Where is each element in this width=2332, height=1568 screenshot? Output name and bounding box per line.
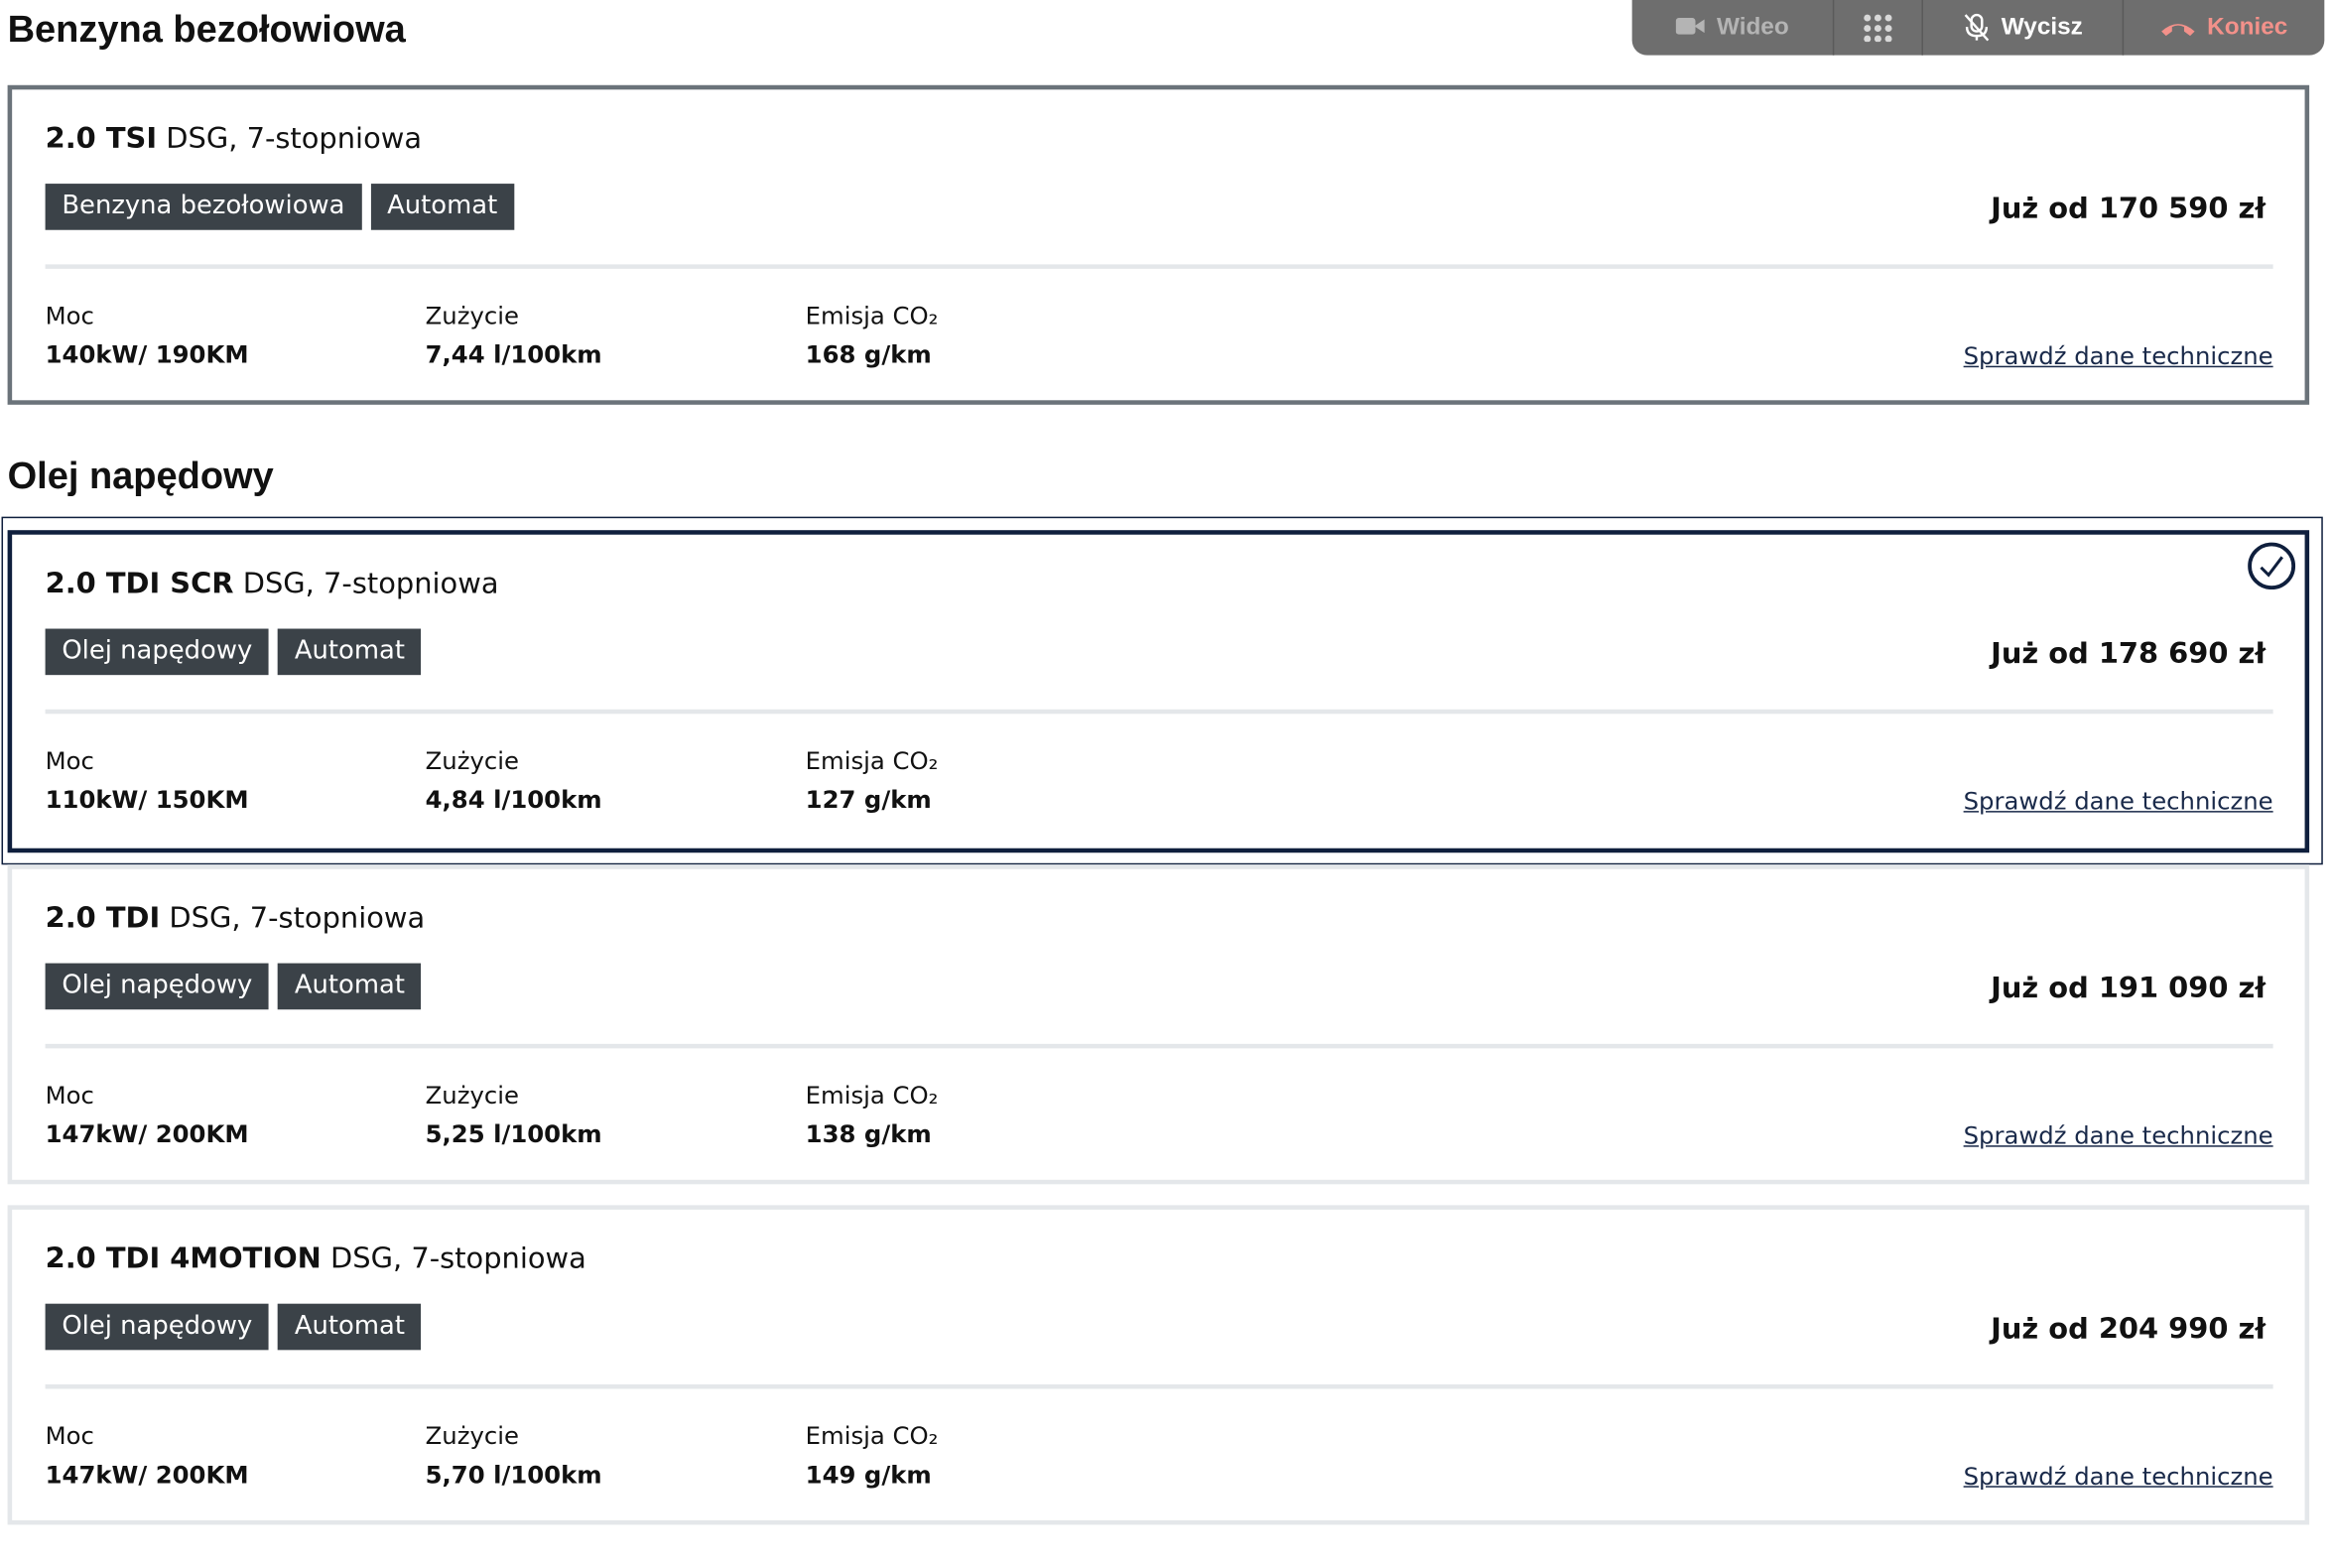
tech-data-link[interactable]: Sprawdź dane techniczne <box>1963 341 2273 371</box>
price: Już od 191 090 zł <box>1991 972 2267 1005</box>
spec-label: Zużycie <box>425 1421 519 1451</box>
call-button-label: Koniec <box>2207 14 2288 40</box>
spec-value: 7,44 l/100km <box>425 340 602 369</box>
tag: Benzyna bezołowiowa <box>45 184 362 230</box>
divider <box>45 1043 2273 1049</box>
call-button[interactable]: Wycisz <box>1923 0 2124 56</box>
spec-label: Emisja CO₂ <box>805 1421 939 1451</box>
price: Już od 204 990 zł <box>1991 1312 2267 1346</box>
engine-name: 2.0 TSI <box>45 122 158 156</box>
engine-title: 2.0 TDI 4MOTION DSG, 7-stopniowa <box>46 1241 586 1276</box>
spec-label: Zużycie <box>425 301 519 330</box>
spec: Zużycie 4,84 l/100km <box>426 742 602 820</box>
tags: Olej napędowy Automat <box>45 963 422 1010</box>
spec: Emisja CO₂ 149 g/km <box>806 1417 939 1495</box>
tag: Olej napędowy <box>45 963 270 1010</box>
spec: Moc 110kW/ 150KM <box>46 742 249 820</box>
engine-name: 2.0 TDI SCR <box>45 567 234 600</box>
engine-card[interactable]: 2.0 TDI 4MOTION DSG, 7-stopniowa Olej nap… <box>7 1205 2310 1525</box>
divider <box>45 709 2273 715</box>
section-heading: Benzyna bezołowiowa <box>7 9 406 52</box>
tag: Automat <box>278 963 422 1010</box>
spec: Moc 147kW/ 200KM <box>46 1077 249 1154</box>
spec-value: 5,70 l/100km <box>425 1460 602 1490</box>
engine-card[interactable]: 2.0 TDI SCR DSG, 7-stopniowa Olej napędow… <box>7 530 2310 853</box>
tag: Olej napędowy <box>45 1303 270 1351</box>
spec-label: Zużycie <box>425 746 519 775</box>
selected-wrapper: 2.0 TDI SCR DSG, 7-stopniowa Olej napędow… <box>1 516 2323 865</box>
call-button[interactable]: Koniec <box>2124 0 2324 56</box>
call-icon <box>1864 14 1892 43</box>
engine-name: 2.0 TDI <box>45 901 161 936</box>
call-button-label: Wycisz <box>2001 14 2083 40</box>
spec: Zużycie 7,44 l/100km <box>426 297 602 374</box>
spec-value: 147kW/ 200KM <box>45 1119 249 1149</box>
call-button[interactable]: Wideo <box>1632 0 1835 56</box>
engine-card[interactable]: 2.0 TDI DSG, 7-stopniowa Olej napędowy Aut… <box>7 864 2310 1185</box>
transmission: DSG, 7-stopniowa <box>242 567 499 600</box>
tags: Benzyna bezołowiowa Automat <box>45 184 514 230</box>
spec-label: Moc <box>45 301 94 330</box>
price: Już od 178 690 zł <box>1991 637 2267 671</box>
spec-label: Moc <box>45 746 94 775</box>
price: Już od 170 590 zł <box>1991 193 2267 226</box>
tech-data-link[interactable]: Sprawdź dane techniczne <box>1963 1121 2273 1150</box>
call-button-label: Wideo <box>1716 14 1789 40</box>
engine-name: 2.0 TDI 4MOTION <box>45 1241 322 1276</box>
spec: Emisja CO₂ 127 g/km <box>806 742 939 820</box>
spec-label: Moc <box>45 1421 94 1451</box>
call-icon <box>2161 24 2196 37</box>
spec-label: Emisja CO₂ <box>805 746 939 775</box>
spec-value: 110kW/ 150KM <box>45 785 249 815</box>
divider <box>45 1383 2273 1389</box>
call-bar: Wideo Wycisz Koniec <box>1631 0 2325 56</box>
engine-title: 2.0 TSI DSG, 7-stopniowa <box>46 121 422 157</box>
engine-card[interactable]: 2.0 TSI DSG, 7-stopniowa Benzyna bezołowi… <box>7 84 2310 405</box>
tag: Automat <box>278 1303 422 1351</box>
tech-data-link[interactable]: Sprawdź dane techniczne <box>1963 787 2273 816</box>
engine-title: 2.0 TDI DSG, 7-stopniowa <box>46 900 426 936</box>
spec: Moc 140kW/ 190KM <box>46 297 249 374</box>
tag: Olej napędowy <box>45 628 270 676</box>
tech-data-link[interactable]: Sprawdź dane techniczne <box>1963 1462 2273 1491</box>
section-heading: Olej napędowy <box>7 455 274 498</box>
transmission: DSG, 7-stopniowa <box>330 1241 586 1276</box>
spec: Emisja CO₂ 138 g/km <box>806 1077 939 1154</box>
call-icon <box>1964 13 1990 42</box>
call-icon <box>1675 18 1705 35</box>
divider <box>45 264 2273 269</box>
spec-value: 147kW/ 200KM <box>45 1460 249 1490</box>
spec-label: Moc <box>45 1081 94 1111</box>
spec-label: Zużycie <box>425 1081 519 1111</box>
spec-value: 138 g/km <box>805 1119 932 1149</box>
tags: Olej napędowy Automat <box>45 1303 422 1351</box>
tags: Olej napędowy Automat <box>45 628 422 676</box>
spec-value: 5,25 l/100km <box>425 1119 602 1149</box>
call-button[interactable] <box>1835 0 1923 56</box>
transmission: DSG, 7-stopniowa <box>169 901 426 936</box>
spec: Emisja CO₂ 168 g/km <box>806 297 939 374</box>
spec-value: 149 g/km <box>805 1460 932 1490</box>
spec: Moc 147kW/ 200KM <box>46 1417 249 1495</box>
spec: Zużycie 5,70 l/100km <box>426 1417 602 1495</box>
transmission: DSG, 7-stopniowa <box>166 122 423 156</box>
spec-label: Emisja CO₂ <box>805 1081 939 1111</box>
tag: Automat <box>370 184 514 230</box>
spec-value: 168 g/km <box>805 340 932 369</box>
selected-check <box>2248 542 2296 590</box>
spec-value: 4,84 l/100km <box>425 785 602 815</box>
spec-value: 140kW/ 190KM <box>45 340 249 369</box>
spec-value: 127 g/km <box>805 785 932 815</box>
tag: Automat <box>278 628 422 676</box>
spacer <box>0 1184 2332 1205</box>
engine-title: 2.0 TDI SCR DSG, 7-stopniowa <box>46 566 499 601</box>
spec: Zużycie 5,25 l/100km <box>426 1077 602 1154</box>
spec-label: Emisja CO₂ <box>805 301 939 330</box>
